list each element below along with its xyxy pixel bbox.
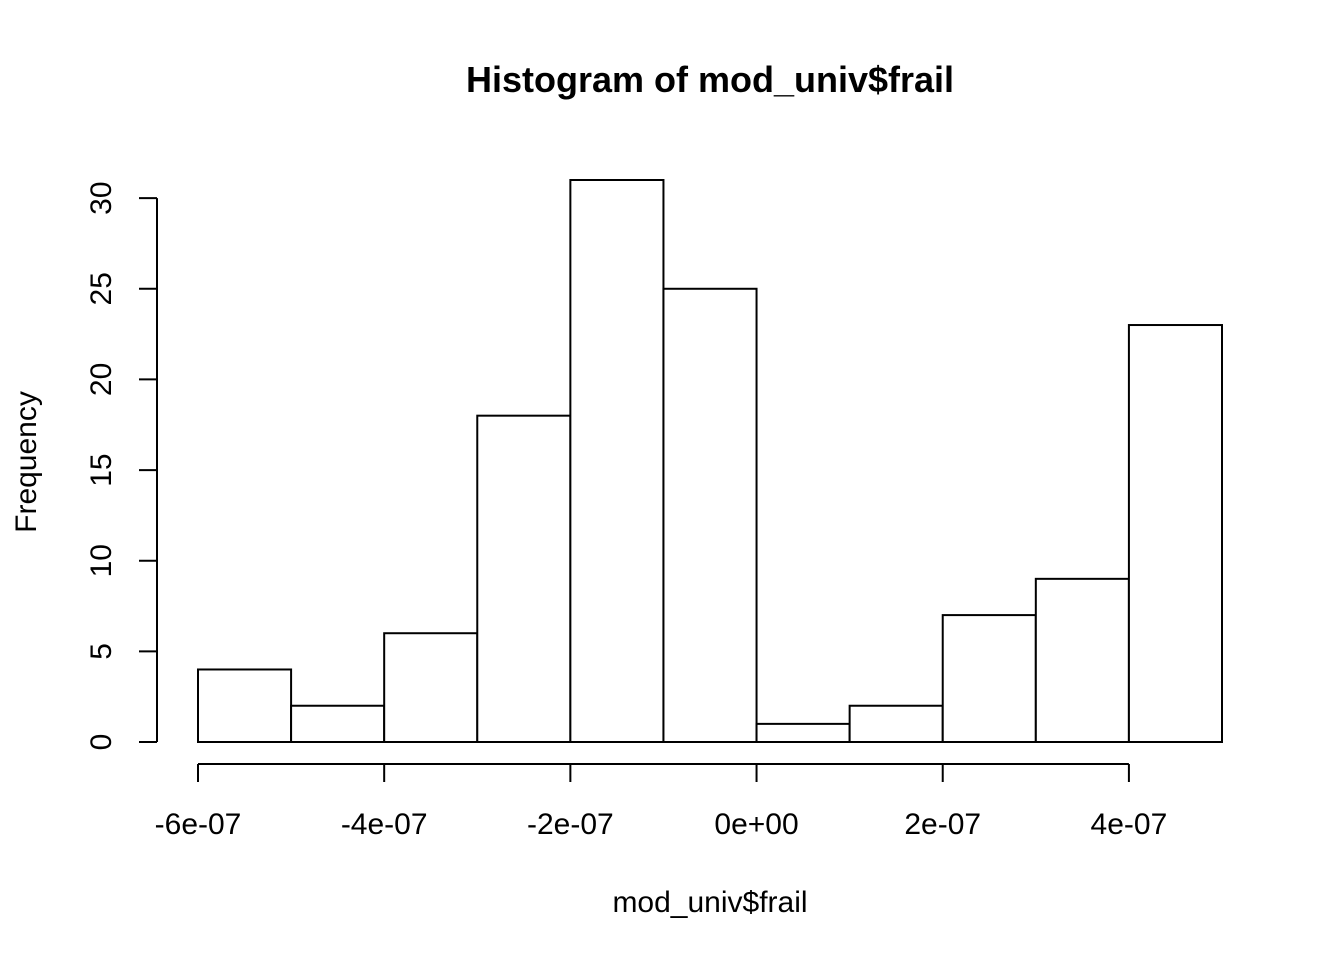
x-tick-label-1: -4e-07 (341, 808, 428, 841)
y-tick-label-4: 20 (85, 363, 118, 396)
chart-title: Histogram of mod_univ$frail (466, 59, 954, 100)
histogram-bar-7 (848, 704, 944, 744)
y-tick-label-1: 5 (85, 643, 118, 660)
x-tick-label-4: 2e-07 (904, 808, 981, 841)
histogram-bar-0 (197, 668, 293, 744)
histogram-bar-4 (569, 179, 665, 743)
x-axis: -6e-07 -4e-07 -2e-07 0e+00 2e-07 4e-07 (155, 763, 1168, 841)
histogram-bar-8 (941, 614, 1037, 744)
y-tick-label-2: 10 (85, 544, 118, 577)
y-axis-label: Frequency (10, 391, 43, 533)
histogram-bar-9 (1034, 577, 1130, 743)
x-tick-label-2: -2e-07 (527, 808, 614, 841)
y-tick-label-0: 0 (85, 734, 118, 751)
x-tick-label-5: 4e-07 (1091, 808, 1168, 841)
histogram-bar-1 (290, 704, 386, 744)
y-axis: 0 5 10 15 20 25 30 (85, 181, 158, 751)
histogram-bar-6 (755, 722, 851, 744)
x-axis-label: mod_univ$frail (612, 886, 807, 919)
histogram-bar-3 (476, 414, 572, 743)
y-tick-label-6: 30 (85, 181, 118, 214)
histogram-bar-5 (662, 287, 758, 743)
x-tick-label-0: -6e-07 (155, 808, 242, 841)
histogram-bar-2 (383, 632, 479, 744)
histogram-bar-10 (1127, 324, 1223, 743)
x-tick-label-3: 0e+00 (714, 808, 798, 841)
y-tick-label-5: 25 (85, 272, 118, 305)
y-tick-label-3: 15 (85, 453, 118, 486)
bars-group (197, 179, 1223, 744)
